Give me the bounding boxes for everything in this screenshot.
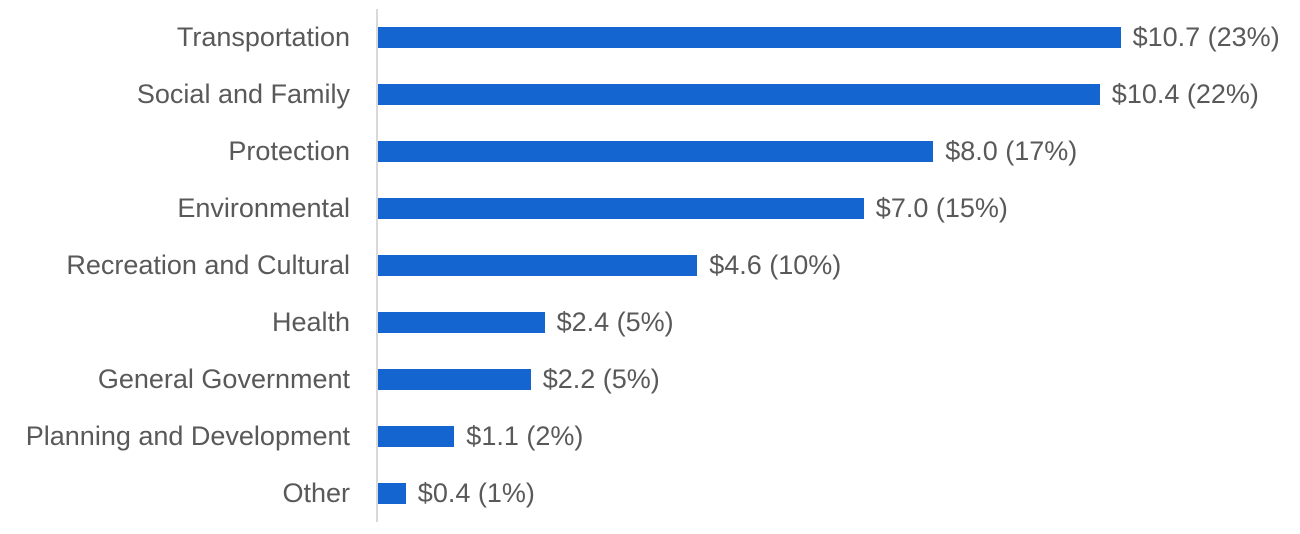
value-label: $0.4 (1%) (417, 477, 535, 508)
plot-cell: $2.4 (5%) (376, 293, 1300, 351)
plot-cell: $10.7 (23%) (376, 8, 1300, 66)
bar (378, 311, 545, 333)
category-label: Recreation and Cultural (66, 249, 350, 280)
category-label: Planning and Development (25, 420, 350, 451)
category-label: Protection (228, 135, 350, 166)
value-label: $1.1 (2%) (466, 420, 584, 451)
value-label: $8.0 (17%) (945, 135, 1078, 166)
bar (378, 425, 455, 447)
category-label: General Government (97, 363, 350, 394)
bar (378, 254, 698, 276)
bar-row: General Government $2.2 (5%) (0, 350, 1300, 408)
bar (378, 26, 1121, 48)
bar-row: Transportation $10.7 (23%) (0, 8, 1300, 66)
plot-cell: $10.4 (22%) (376, 65, 1300, 123)
bar-row: Health $2.4 (5%) (0, 293, 1300, 351)
bar (378, 368, 531, 390)
bar (378, 140, 934, 162)
category-label: Other (282, 477, 350, 508)
plot-cell: $4.6 (10%) (376, 236, 1300, 294)
value-label: $2.2 (5%) (542, 363, 660, 394)
value-label: $4.6 (10%) (709, 249, 842, 280)
bar-row: Planning and Development $1.1 (2%) (0, 407, 1300, 465)
bar (378, 197, 864, 219)
bar-row: Recreation and Cultural $4.6 (10%) (0, 236, 1300, 294)
plot-cell: $8.0 (17%) (376, 122, 1300, 180)
bar-row: Environmental $7.0 (15%) (0, 179, 1300, 237)
category-label: Health (271, 306, 350, 337)
bar-row: Other $0.4 (1%) (0, 464, 1300, 522)
value-label: $10.7 (23%) (1132, 21, 1280, 52)
bar-row: Protection $8.0 (17%) (0, 122, 1300, 180)
value-label: $7.0 (15%) (875, 192, 1008, 223)
category-label: Transportation (176, 21, 350, 52)
value-label: $10.4 (22%) (1111, 78, 1259, 109)
chart-rows: Transportation $10.7 (23%) Social and Fami… (0, 8, 1300, 522)
plot-cell: $7.0 (15%) (376, 179, 1300, 237)
bar (378, 482, 406, 504)
plot-cell: $0.4 (1%) (376, 464, 1300, 522)
plot-cell: $2.2 (5%) (376, 350, 1300, 408)
plot-cell: $1.1 (2%) (376, 407, 1300, 465)
value-label: $2.4 (5%) (556, 306, 674, 337)
bar (378, 83, 1100, 105)
category-label: Environmental (177, 192, 350, 223)
category-label: Social and Family (136, 78, 350, 109)
bar-row: Social and Family $10.4 (22%) (0, 65, 1300, 123)
